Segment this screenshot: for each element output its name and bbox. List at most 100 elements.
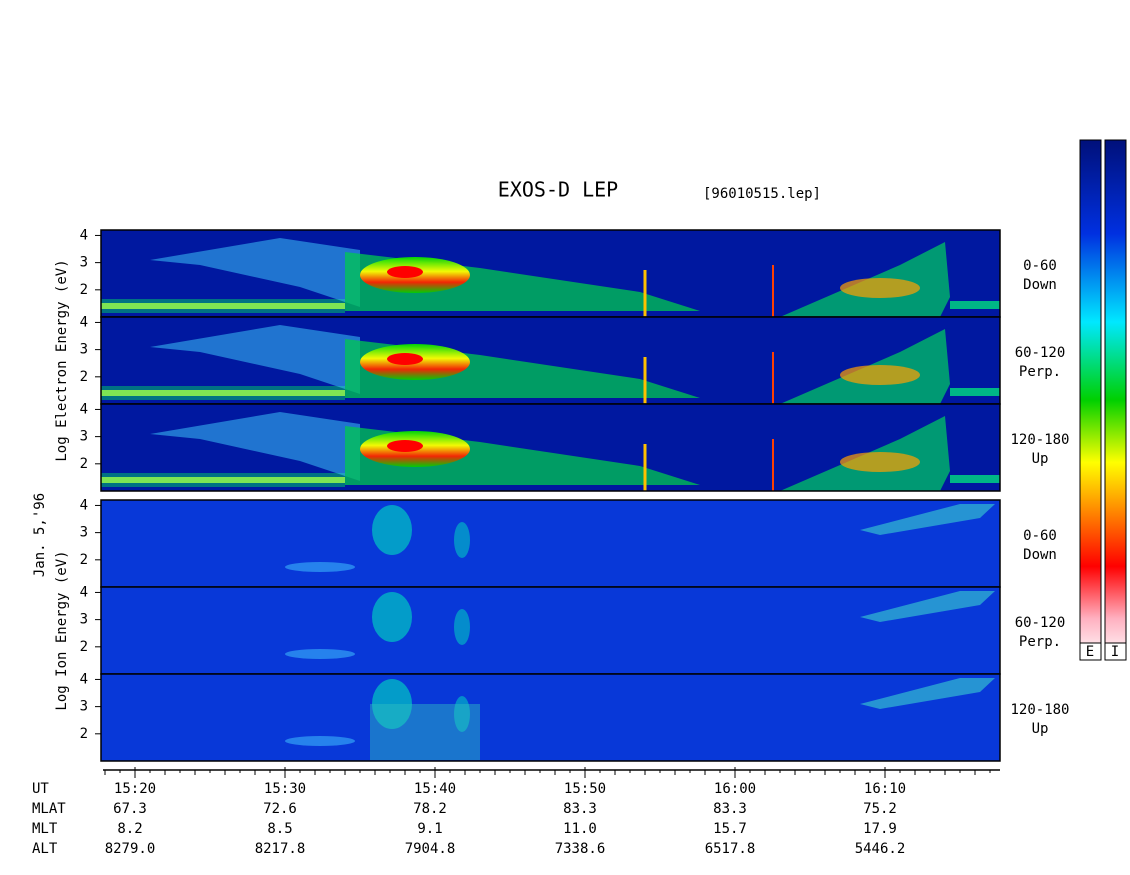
panel-direction-label: Down: [1023, 277, 1057, 293]
y-tick-label: 3: [80, 429, 88, 445]
x-tick-label: 15:20: [114, 781, 156, 797]
row-value: 83.3: [563, 801, 597, 817]
row-value: 83.3: [713, 801, 747, 817]
spectral-feature: [150, 412, 360, 481]
spectral-feature: [101, 299, 345, 313]
spectral-feature: [950, 301, 1000, 309]
spectral-feature: [285, 562, 355, 572]
panel-direction-label: Down: [1023, 547, 1057, 563]
spectral-feature: [780, 416, 950, 491]
spectral-feature: [454, 522, 470, 558]
spectral-feature: [454, 609, 470, 645]
row-value: 67.3: [113, 801, 147, 817]
y-axis-label: Log Electron Energy (eV): [54, 259, 70, 461]
spectral-feature: [101, 390, 345, 396]
spectral-feature: [840, 365, 920, 385]
row-value: 11.0: [563, 821, 597, 837]
spectral-feature: [285, 649, 355, 659]
row-value: 6517.8: [705, 841, 756, 857]
spectral-feature: [860, 591, 995, 622]
y-tick-label: 4: [80, 584, 88, 600]
row-value: 72.6: [263, 801, 297, 817]
y-tick-label: 3: [80, 255, 88, 271]
row-label: ALT: [32, 841, 58, 857]
colorbar-label: E: [1086, 644, 1094, 660]
spectral-feature: [370, 704, 480, 760]
colorbar-label: I: [1111, 644, 1119, 660]
x-axis-label: UT: [32, 781, 49, 797]
spectral-feature: [860, 678, 995, 709]
y-tick-label: 2: [80, 639, 88, 655]
spectrogram-panel: [100, 586, 1001, 675]
y-tick-label: 2: [80, 282, 88, 298]
panel-direction-label: Up: [1032, 451, 1049, 467]
row-label: MLAT: [32, 801, 66, 817]
spectral-feature: [860, 504, 995, 535]
spectral-feature: [372, 679, 412, 729]
spectrogram-panel: [100, 673, 1001, 762]
y-tick-label: 4: [80, 401, 88, 417]
spectral-feature: [101, 386, 345, 400]
y-tick-label: 4: [80, 671, 88, 687]
x-tick-label: 15:30: [264, 781, 306, 797]
spectral-feature: [372, 505, 412, 555]
colorbar-label-box: [1104, 642, 1127, 661]
y-tick-label: 3: [80, 612, 88, 628]
panel-direction-label: Perp.: [1019, 364, 1061, 380]
x-tick-label: 16:10: [864, 781, 906, 797]
row-value: 8.2: [117, 821, 142, 837]
panel-direction-label: Up: [1032, 721, 1049, 737]
y-tick-label: 3: [80, 525, 88, 541]
spectral-feature: [780, 329, 950, 404]
panel-angle-label: 120-180: [1010, 702, 1069, 718]
panel-angle-label: 120-180: [1010, 432, 1069, 448]
spectral-feature: [101, 303, 345, 309]
colorbar: [1079, 139, 1102, 661]
y-tick-label: 3: [80, 699, 88, 715]
spectral-feature: [150, 238, 360, 307]
row-value: 8217.8: [255, 841, 306, 857]
colorbar-label-box: [1079, 642, 1102, 661]
spectral-feature: [387, 266, 423, 278]
y-axis-label: Log Ion Energy (eV): [54, 550, 70, 710]
spectral-feature: [372, 592, 412, 642]
panel-border: [100, 673, 1001, 762]
row-label: MLT: [32, 821, 58, 837]
y-tick-label: 2: [80, 369, 88, 385]
y-tick-label: 2: [80, 456, 88, 472]
colorbar: [1104, 139, 1127, 661]
panel-angle-label: 60-120: [1015, 615, 1066, 631]
y-tick-label: 4: [80, 227, 88, 243]
row-value: 78.2: [413, 801, 447, 817]
spectral-feature: [780, 242, 950, 317]
spectral-feature: [454, 696, 470, 732]
spectral-feature: [840, 452, 920, 472]
x-tick-label: 15:40: [414, 781, 456, 797]
title: EXOS-D LEP: [498, 178, 618, 202]
date-label: Jan. 5,'96: [32, 493, 48, 577]
y-tick-label: 4: [80, 314, 88, 330]
spectral-feature: [150, 325, 360, 394]
y-tick-label: 3: [80, 342, 88, 358]
row-value: 8.5: [267, 821, 292, 837]
subtitle: [96010515.lep]: [703, 186, 821, 202]
row-value: 75.2: [863, 801, 897, 817]
spectral-feature: [101, 473, 345, 487]
panel-angle-label: 60-120: [1015, 345, 1066, 361]
row-value: 15.7: [713, 821, 747, 837]
x-tick-label: 16:00: [714, 781, 756, 797]
panel-direction-label: Perp.: [1019, 634, 1061, 650]
row-value: 5446.2: [855, 841, 906, 857]
y-tick-label: 2: [80, 552, 88, 568]
row-value: 9.1: [417, 821, 442, 837]
spectrogram-panel: [100, 499, 1001, 588]
row-value: 7904.8: [405, 841, 456, 857]
row-value: 7338.6: [555, 841, 606, 857]
spectral-feature: [285, 736, 355, 746]
spectral-feature: [950, 475, 1000, 483]
panel-angle-label: 0-60: [1023, 258, 1057, 274]
panel-border: [100, 403, 1001, 492]
spectral-feature: [950, 388, 1000, 396]
row-value: 17.9: [863, 821, 897, 837]
